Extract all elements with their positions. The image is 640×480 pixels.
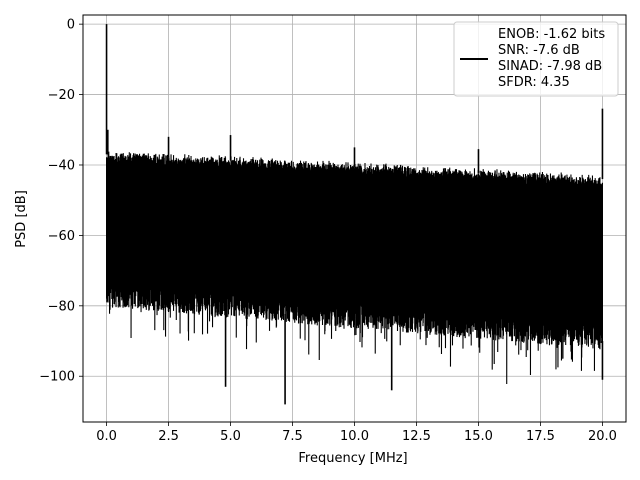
- legend: ENOB: -1.62 bits SNR: -7.6 dB SINAD: -7.…: [453, 21, 619, 97]
- x-tick-label: 7.5: [282, 429, 303, 444]
- psd-series: [105, 24, 604, 405]
- legend-entry-snr: SNR: -7.6 dB: [498, 43, 580, 58]
- x-tick-label: 17.5: [526, 429, 555, 444]
- y-tick-label: −60: [48, 229, 75, 244]
- x-tick-label: 12.5: [402, 429, 431, 444]
- y-axis-label: PSD [dB]: [14, 190, 29, 248]
- y-axis-ticks: 0 −20 −40 −60 −80 −100: [39, 18, 83, 385]
- x-tick-label: 10.0: [340, 429, 369, 444]
- legend-entry-sfdr: SFDR: 4.35: [498, 75, 570, 90]
- legend-box: [453, 21, 619, 97]
- y-tick-label: −20: [48, 88, 75, 103]
- y-tick-label: −80: [48, 299, 75, 314]
- psd-noise-trace: [106, 151, 603, 384]
- y-tick-label: −40: [48, 158, 75, 173]
- x-tick-label: 5.0: [220, 429, 241, 444]
- legend-entry-sinad: SINAD: -7.98 dB: [498, 59, 602, 74]
- legend-entry-enob: ENOB: -1.62 bits: [498, 27, 605, 42]
- y-tick-label: −100: [39, 370, 75, 385]
- y-tick-label: 0: [67, 18, 75, 33]
- x-tick-label: 20.0: [588, 429, 617, 444]
- x-tick-label: 2.5: [158, 429, 179, 444]
- x-axis-label: Frequency [MHz]: [298, 451, 407, 466]
- x-axis-ticks: 0.0 2.5 5.0 7.5 10.0 12.5 15.0 17.5 20.0: [96, 422, 617, 444]
- x-tick-label: 0.0: [96, 429, 117, 444]
- x-tick-label: 15.0: [464, 429, 493, 444]
